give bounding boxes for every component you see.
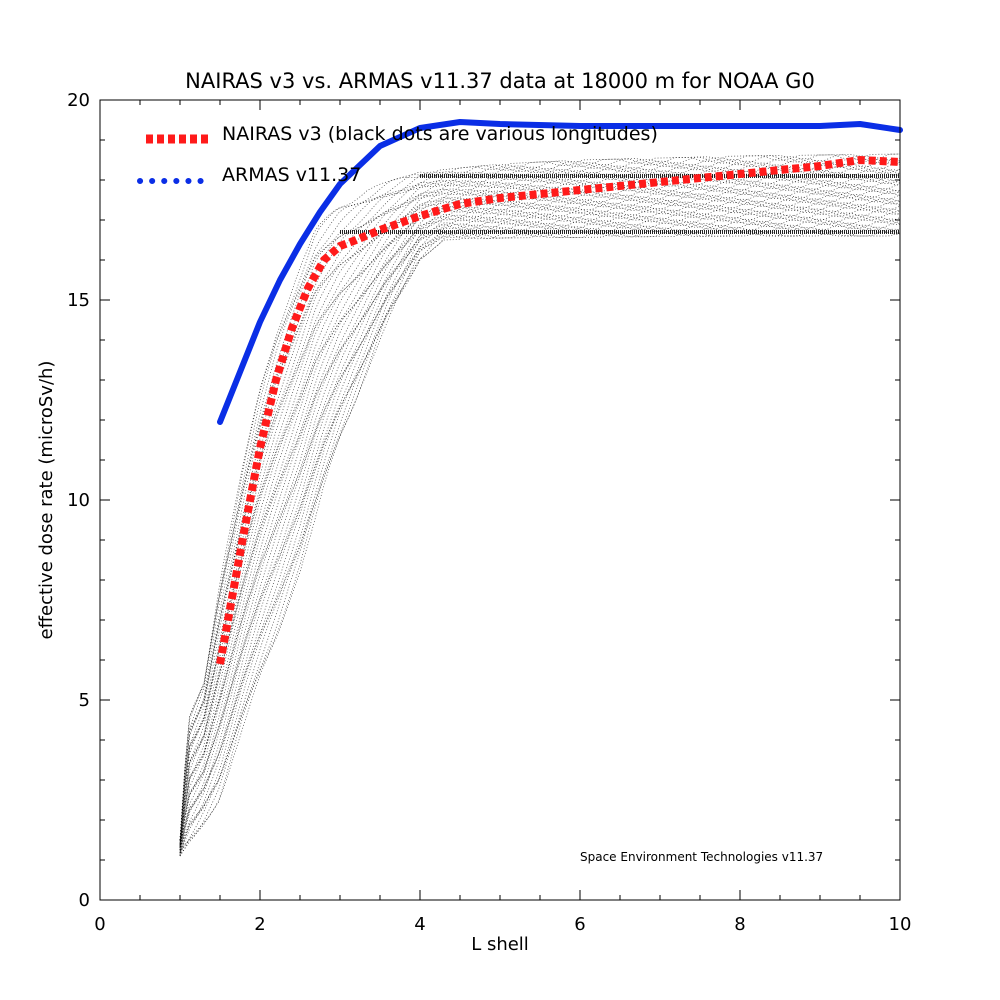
y-tick-label: 0: [79, 890, 90, 911]
scatter-dot-trace: [179, 172, 901, 842]
scatter-dot-trace: [179, 196, 901, 853]
x-tick-label: 8: [734, 914, 745, 935]
scatter-dot-trace: [179, 153, 901, 841]
legend-label-armas: ARMAS v11.37: [222, 164, 361, 186]
x-tick-label: 0: [94, 914, 105, 935]
scatter-dot-trace: [179, 230, 901, 853]
x-tick-label: 4: [414, 914, 425, 935]
scatter-dot-trace: [179, 177, 901, 846]
chart-annotation: Space Environment Technologies v11.37: [580, 850, 823, 864]
scatter-dot-trace: [179, 218, 901, 850]
scatter-dot-trace: [179, 179, 901, 842]
scatter-dot-trace: [179, 167, 901, 845]
scatter-dot-trace: [179, 154, 901, 842]
scatter-dot-trace: [179, 228, 901, 852]
scatter-dot-trace: [179, 206, 901, 854]
scatter-dots-layer: [179, 153, 901, 857]
series-line-nairas: [216, 155, 901, 665]
scatter-dot-trace: [179, 226, 901, 857]
y-axis-label: effective dose rate (microSv/h): [36, 361, 57, 640]
scatter-dot-trace: [179, 202, 901, 851]
scatter-dot-trace: [179, 173, 901, 848]
scatter-dot-trace: [179, 165, 901, 849]
scatter-dot-trace: [179, 208, 901, 849]
scatter-dot-trace: [179, 204, 901, 856]
scatter-dot-trace: [179, 184, 901, 851]
series-layer: [216, 119, 903, 665]
scatter-dot-trace: [179, 155, 901, 847]
y-tick-label: 5: [79, 690, 90, 711]
series-line-armas: [217, 119, 903, 425]
x-axis-label: L shell: [471, 934, 529, 955]
scatter-dot-trace: [179, 198, 901, 848]
scatter-dot-trace: [179, 214, 901, 857]
x-axis: 0 2 4 6 8 10: [94, 100, 911, 935]
scatter-dot-trace: [179, 194, 901, 853]
scatter-dot-trace: [179, 192, 901, 848]
x-tick-label: 2: [254, 914, 265, 935]
scatter-dot-trace: [179, 224, 901, 857]
scatter-dot-trace: [179, 188, 901, 847]
scatter-dot-trace: [179, 210, 901, 848]
scatter-dot-trace: [179, 186, 901, 852]
y-tick-label: 15: [67, 290, 90, 311]
x-tick-label: 6: [574, 914, 585, 935]
scatter-dot-trace: [179, 182, 901, 845]
scatter-dot-trace: [179, 189, 901, 844]
scatter-dot-trace: [179, 212, 901, 854]
legend-label-nairas: NAIRAS v3 (black dots are various longit…: [222, 123, 658, 145]
plot-frame: [99, 99, 901, 901]
x-tick-label: 10: [889, 914, 912, 935]
y-axis: 0 5 10 15 20: [67, 90, 900, 911]
scatter-dot-trace: [179, 220, 901, 851]
y-tick-label: 10: [67, 490, 90, 511]
legend: NAIRAS v3 (black dots are various longit…: [137, 123, 658, 186]
scatter-dot-trace: [179, 153, 901, 841]
y-tick-label: 20: [67, 90, 90, 111]
scatter-dot-trace: [179, 157, 901, 844]
scatter-dot-trace: [179, 175, 901, 850]
scatter-dot-trace: [179, 200, 901, 846]
chart-title: NAIRAS v3 vs. ARMAS v11.37 data at 18000…: [185, 69, 815, 93]
